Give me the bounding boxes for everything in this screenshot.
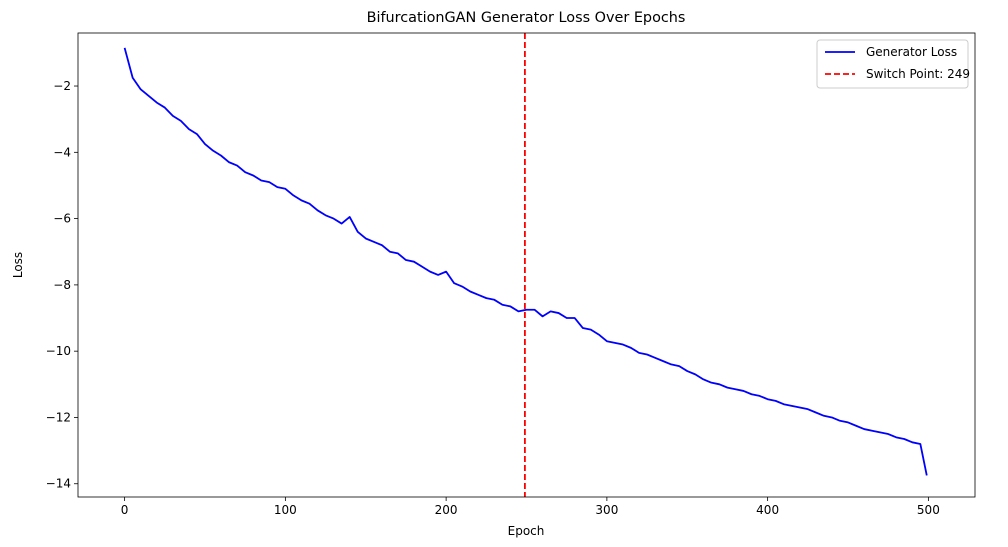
- x-axis-ticks: 0 100 200 300 400 500: [121, 497, 940, 517]
- x-tick-label: 500: [917, 503, 940, 517]
- legend-label-generator-loss: Generator Loss: [866, 45, 957, 59]
- x-tick-label: 100: [274, 503, 297, 517]
- plot-frame: [77, 32, 976, 498]
- y-tick-label: −14: [46, 477, 71, 491]
- x-tick-label: 200: [435, 503, 458, 517]
- x-tick-label: 300: [595, 503, 618, 517]
- y-tick-label: −10: [46, 344, 71, 358]
- legend: Generator Loss Switch Point: 249: [816, 39, 970, 89]
- chart-title: BifurcationGAN Generator Loss Over Epoch…: [367, 10, 686, 26]
- series-line-0: [123, 47, 928, 476]
- plot-background: [78, 33, 975, 497]
- y-axis-ticks: −2 −4 −6 −8 −10 −12 −14: [46, 79, 78, 491]
- series-layer: [123, 47, 928, 476]
- x-axis-label: Epoch: [508, 524, 545, 538]
- y-tick-label: −6: [53, 212, 71, 226]
- x-tick-label: 0: [121, 503, 129, 517]
- y-axis-label: Loss: [11, 252, 25, 278]
- y-tick-label: −4: [53, 145, 71, 159]
- y-tick-label: −2: [53, 79, 71, 93]
- y-tick-label: −12: [46, 410, 71, 424]
- x-tick-label: 400: [756, 503, 779, 517]
- legend-label-switch-point: Switch Point: 249: [866, 67, 970, 81]
- y-tick-label: −8: [53, 278, 71, 292]
